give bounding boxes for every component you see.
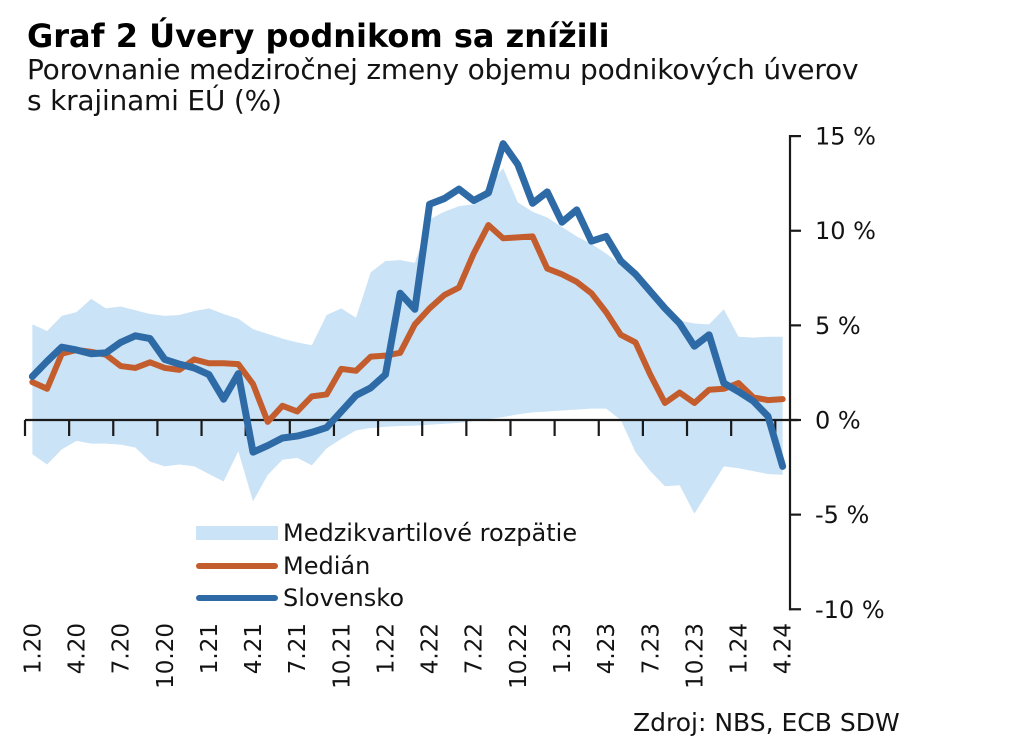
x-tick-label: 1.24 <box>727 623 753 674</box>
y-tick-label: 10 % <box>815 217 876 245</box>
slovensko-swatch <box>196 595 278 602</box>
legend-label-slovensko: Slovensko <box>283 584 404 613</box>
x-tick-label: 1.23 <box>550 623 576 674</box>
x-tick-label: 4.22 <box>418 623 444 674</box>
x-tick-label: 7.22 <box>462 623 488 674</box>
y-tick-label: 5 % <box>815 312 861 340</box>
y-tick-label: 15 % <box>815 123 876 151</box>
legend-item-slovensko: Slovensko <box>196 582 577 615</box>
chart-subtitle-line1: Porovnanie medziročnej zmeny objemu podn… <box>27 53 859 86</box>
x-tick-label: 1.20 <box>20 623 46 674</box>
x-tick-label: 7.20 <box>109 623 135 674</box>
x-tick-label: 4.20 <box>64 623 90 674</box>
legend: Medzikvartilové rozpätie Medián Slovensk… <box>196 517 577 615</box>
x-tick-label: 4.21 <box>241 623 267 674</box>
legend-label-band: Medzikvartilové rozpätie <box>283 519 578 548</box>
x-tick-label: 7.23 <box>638 623 664 674</box>
y-tick-label: -10 % <box>815 596 885 624</box>
legend-item-band: Medzikvartilové rozpätie <box>196 517 577 550</box>
legend-item-median: Medián <box>196 550 577 583</box>
source-note: Zdroj: NBS, ECB SDW <box>633 708 900 737</box>
chart-subtitle: Porovnanie medziročnej zmeny objemu podn… <box>27 53 859 117</box>
x-tick-label: 4.23 <box>594 623 620 674</box>
x-tick-label: 7.21 <box>285 623 311 674</box>
median-swatch <box>196 562 278 569</box>
x-tick-label: 1.21 <box>197 623 223 674</box>
y-tick-label: 0 % <box>815 407 861 435</box>
x-tick-label: 1.22 <box>373 623 399 674</box>
x-tick-label: 10.21 <box>329 623 355 689</box>
x-tick-label: 10.20 <box>153 623 179 689</box>
legend-label-median: Medián <box>283 551 371 580</box>
chart-subtitle-line2: s krajinami EÚ (%) <box>27 84 282 117</box>
series-median <box>29 222 786 425</box>
chart-title: Graf 2 Úvery podnikom sa znížili <box>27 17 610 55</box>
y-tick-label: -5 % <box>815 501 869 529</box>
x-tick-label: 4.24 <box>771 623 797 674</box>
x-tick-label: 10.22 <box>506 623 532 689</box>
x-tick-label: 10.23 <box>682 623 708 689</box>
series-slovensko <box>28 140 787 470</box>
band-swatch <box>196 526 278 541</box>
